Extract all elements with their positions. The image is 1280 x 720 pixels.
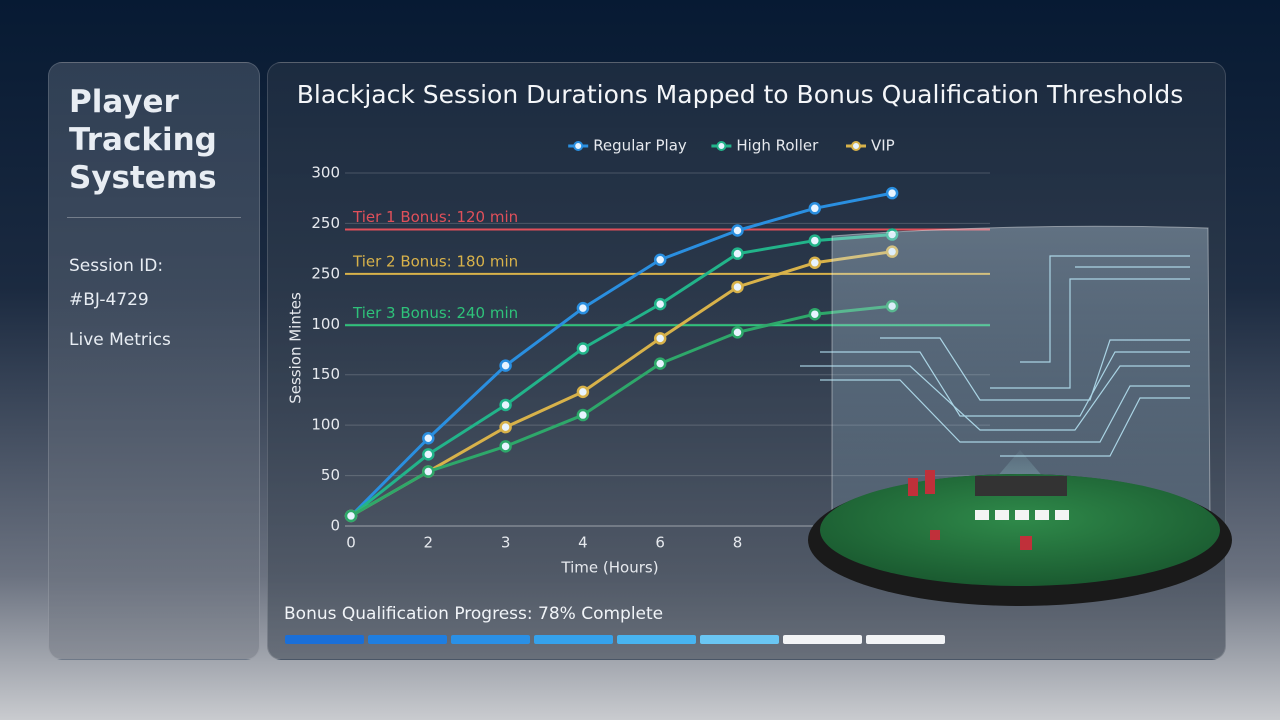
divider — [67, 217, 241, 218]
progress-segment — [783, 635, 862, 644]
progress-bar — [285, 635, 945, 644]
data-point — [731, 326, 744, 339]
y-tick-label: 250 — [311, 214, 340, 232]
threshold-label: Tier 2 Bonus: 180 min — [352, 252, 518, 270]
data-point — [344, 509, 358, 523]
legend-label: Regular Play — [593, 137, 687, 155]
chips — [908, 470, 1032, 550]
data-point — [576, 385, 590, 399]
data-point — [422, 432, 435, 445]
series-line — [350, 233, 893, 518]
y-tick-label: 150 — [311, 365, 340, 383]
cards — [975, 510, 1069, 520]
y-tick-label: 250 — [311, 264, 340, 282]
data-point — [808, 202, 822, 215]
data-point — [731, 247, 744, 260]
legend-label: VIP — [871, 137, 895, 155]
legend-marker — [851, 141, 861, 151]
y-tick-label: 0 — [330, 517, 340, 535]
data-point — [653, 332, 667, 345]
progress-segment — [368, 635, 447, 644]
session-label: Session ID: — [69, 256, 164, 276]
data-point — [808, 234, 822, 247]
data-point — [499, 359, 512, 372]
table-felt — [820, 474, 1220, 586]
data-point — [422, 465, 435, 478]
x-tick-label: 6 — [655, 534, 665, 552]
data-point — [808, 256, 822, 270]
progress-segment — [700, 635, 779, 644]
threshold-label: Tier 1 Bonus: 120 min — [352, 208, 518, 226]
progress-text: Bonus Qualification Progress: 78% Comple… — [284, 604, 664, 624]
data-point — [731, 224, 744, 237]
series-line — [350, 250, 893, 518]
sidebar-title: Player Tracking Systems — [69, 84, 217, 196]
x-tick-label: 8 — [733, 534, 743, 552]
y-axis-label: Session Mintes — [287, 292, 305, 404]
data-point — [653, 253, 667, 266]
threshold-label: Tier 3 Bonus: 240 min — [352, 304, 518, 322]
data-point — [885, 186, 899, 200]
data-point — [576, 342, 590, 355]
circuit-lines — [800, 255, 1190, 457]
card-shoe — [975, 476, 1067, 496]
data-point — [499, 440, 512, 453]
progress-segment — [285, 635, 364, 644]
data-point — [653, 357, 667, 370]
chart-title: Blackjack Session Durations Mapped to Bo… — [297, 80, 1184, 109]
data-point — [808, 307, 822, 321]
legend-marker — [573, 141, 584, 151]
y-tick-label: 100 — [311, 315, 340, 333]
data-point — [653, 297, 667, 311]
y-tick-label: 100 — [311, 416, 340, 434]
progress-segment — [451, 635, 530, 644]
session-id: #BJ-4729 — [69, 290, 149, 310]
data-point — [576, 408, 590, 422]
x-tick-label: 0 — [346, 534, 356, 552]
progress-segment — [617, 635, 696, 644]
y-tick-label: 50 — [321, 466, 340, 484]
x-axis-label: Time (Hours) — [560, 559, 658, 577]
data-point — [422, 448, 435, 461]
legend-label: High Roller — [736, 137, 819, 155]
progress-segment — [866, 635, 945, 644]
data-point — [731, 280, 744, 294]
sidebar: Player Tracking Systems Session ID: #BJ-… — [48, 62, 260, 660]
x-tick-label: 2 — [424, 534, 434, 552]
legend-marker — [716, 141, 727, 151]
x-tick-label: 3 — [501, 534, 511, 552]
progress-segment — [534, 635, 613, 644]
data-point — [499, 420, 512, 434]
data-point — [576, 301, 590, 315]
series-line — [349, 191, 893, 517]
y-tick-label: 300 — [311, 164, 340, 182]
data-point — [499, 398, 512, 412]
x-tick-label: 4 — [578, 534, 588, 552]
section-label: Live Metrics — [69, 330, 171, 350]
series-line — [350, 304, 893, 518]
